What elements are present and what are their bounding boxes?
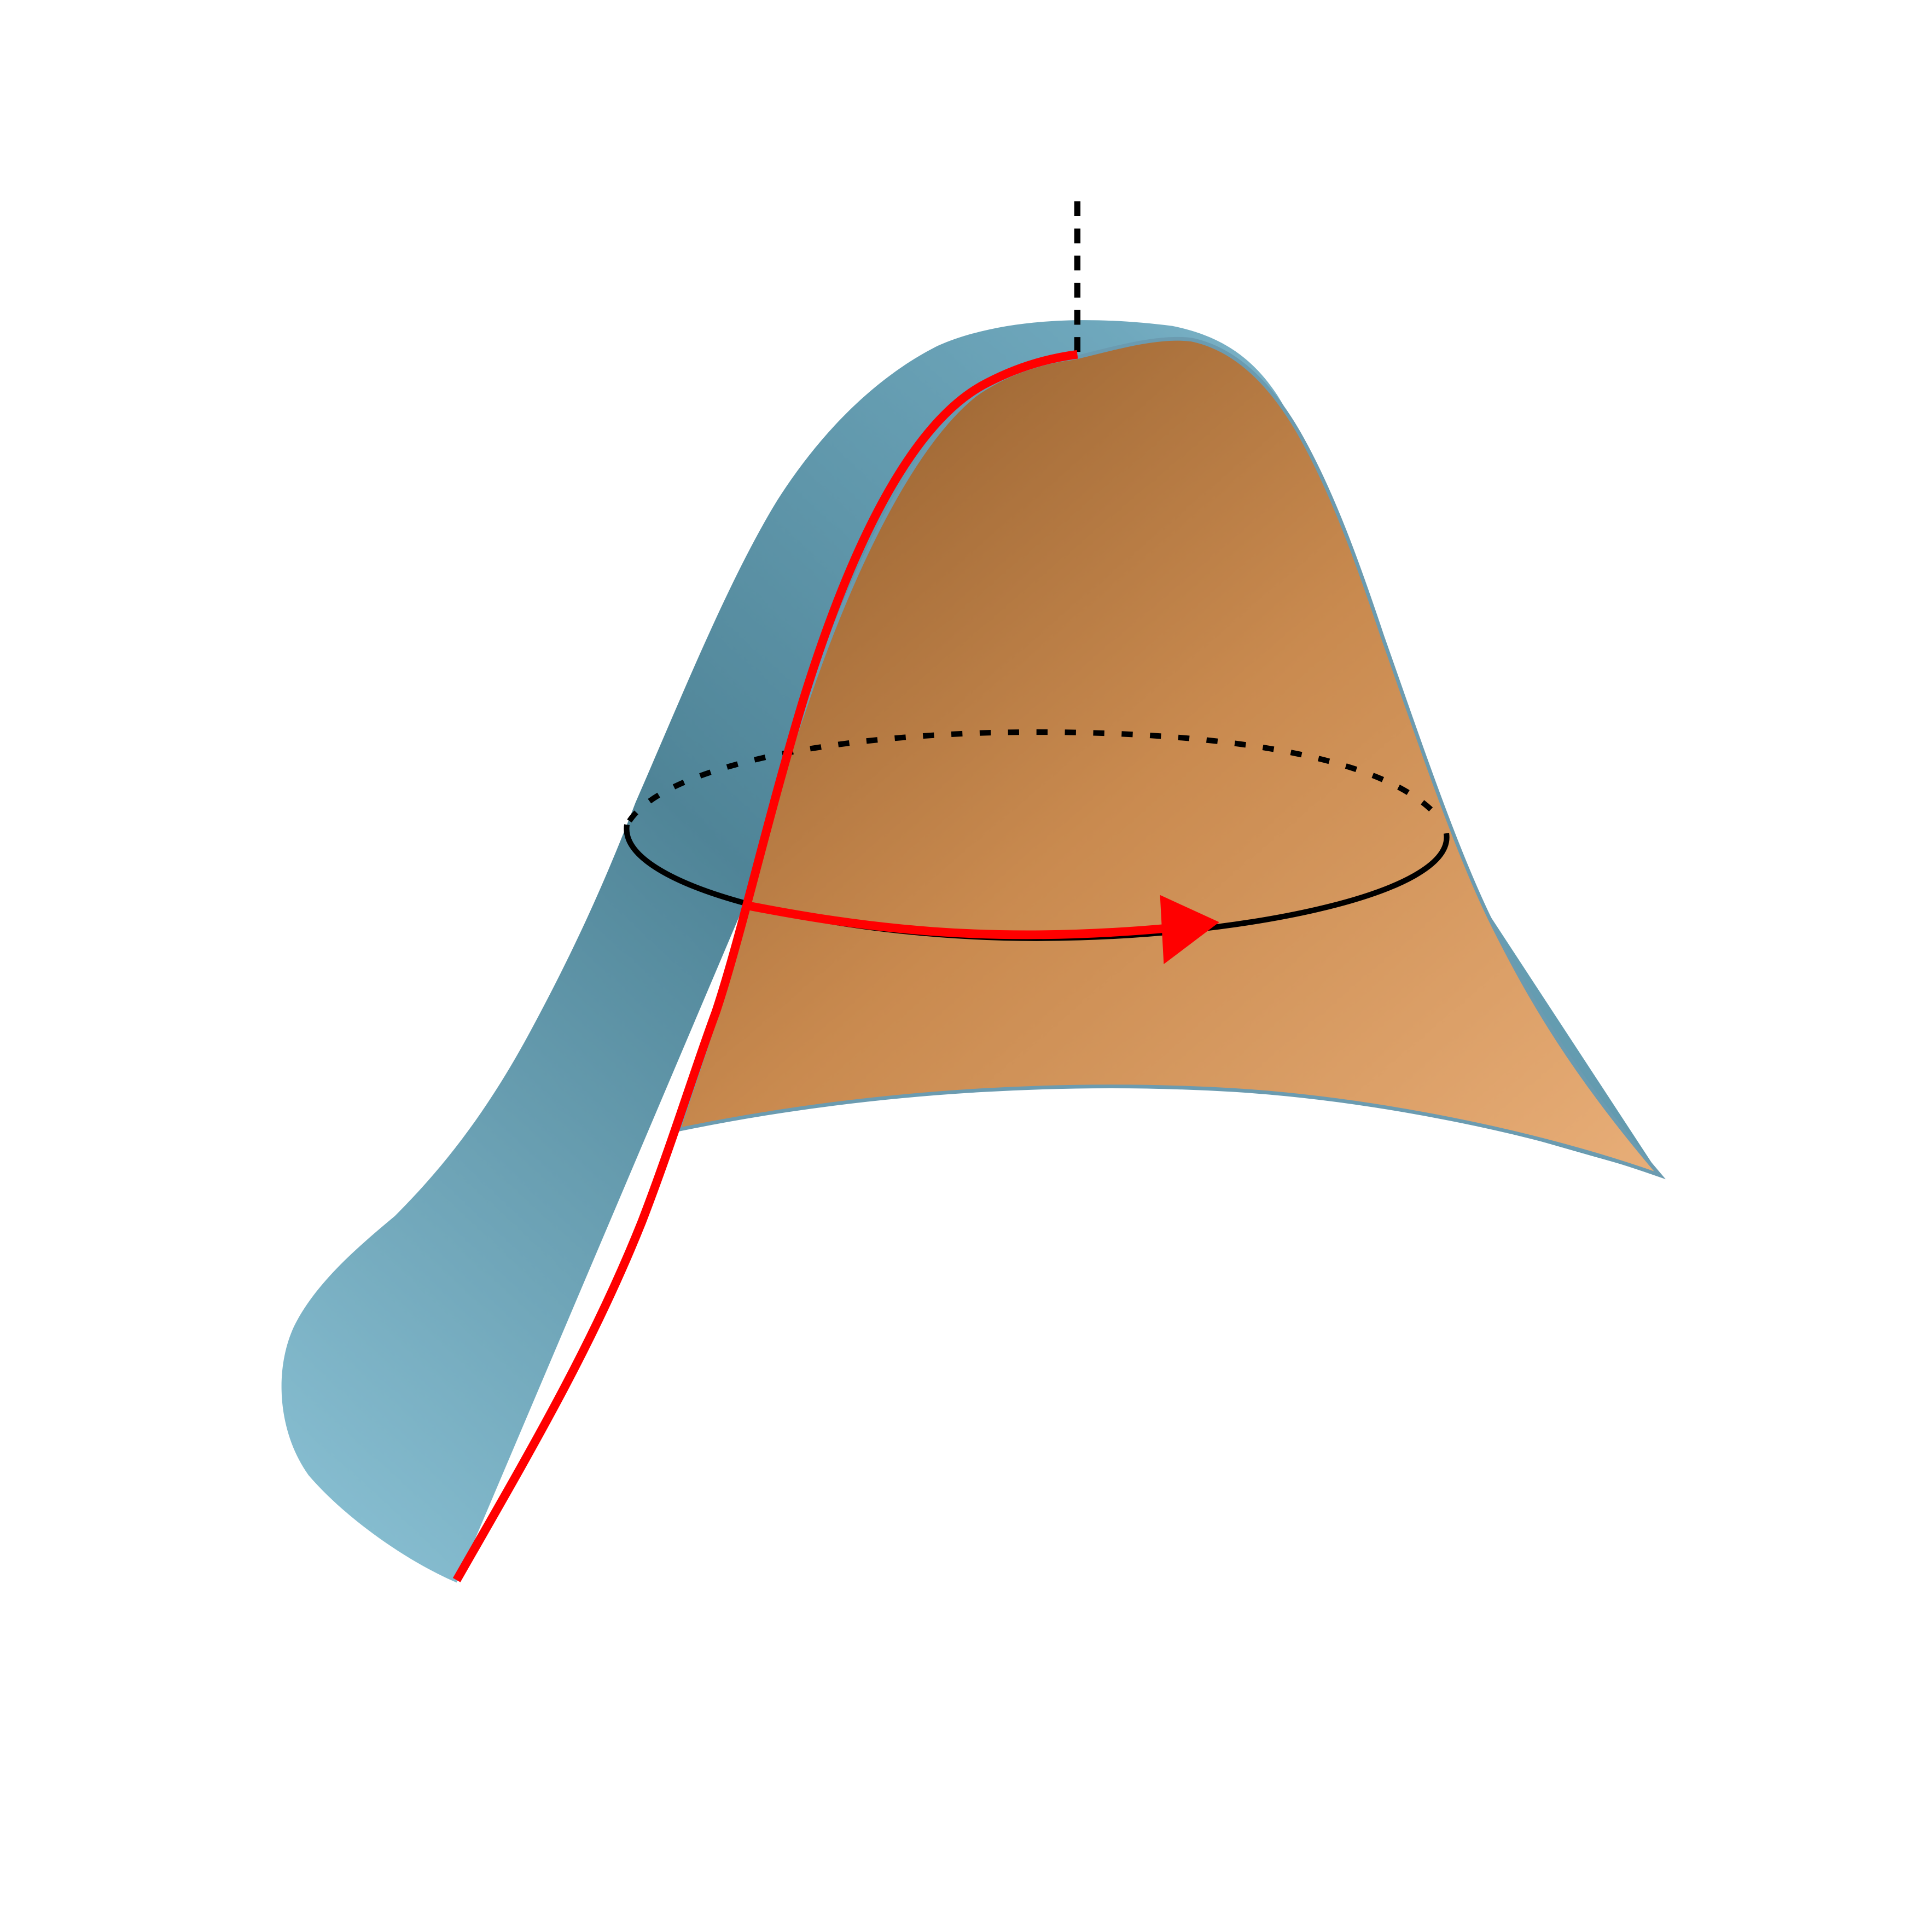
arrowhead [1160,895,1219,965]
circle-back-dashed [627,729,1444,823]
red-meridian [452,350,1078,1582]
red-arc [743,901,1167,939]
orange-surface [676,336,1666,1180]
